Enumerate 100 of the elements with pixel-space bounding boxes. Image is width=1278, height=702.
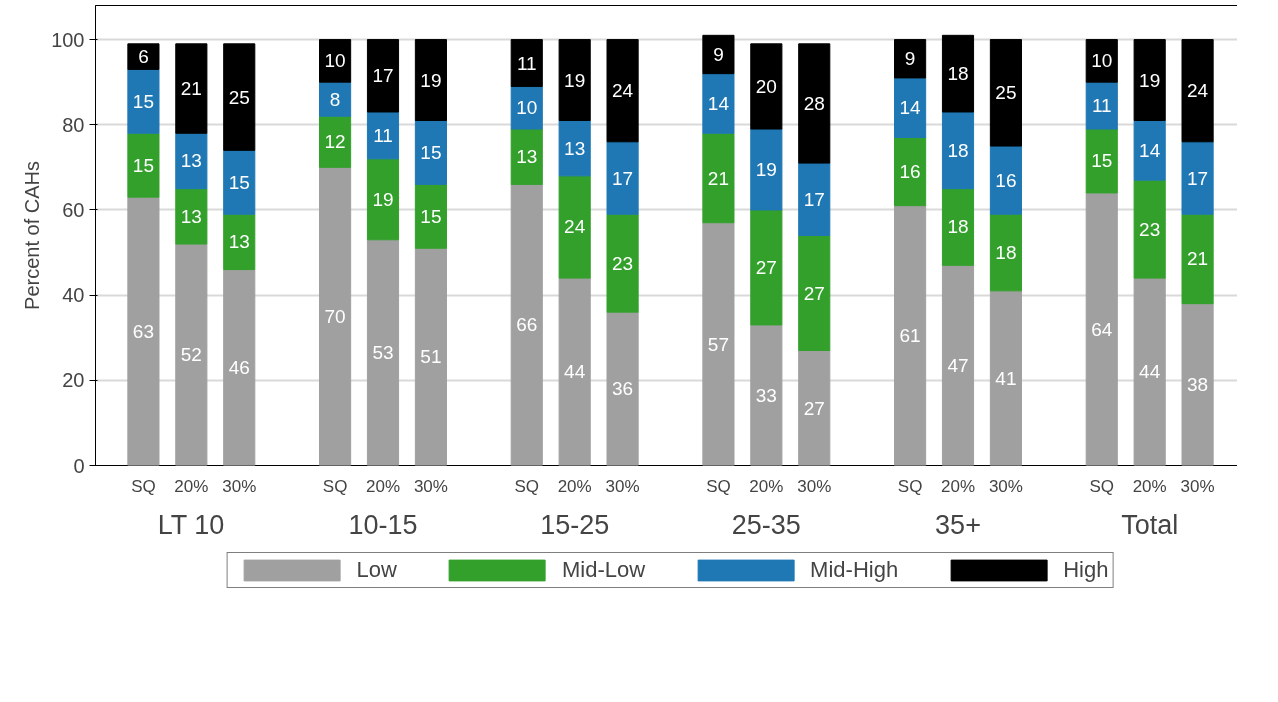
data-label: 10 xyxy=(324,50,346,72)
data-label: 25 xyxy=(995,82,1017,104)
legend-label: Low xyxy=(356,557,397,583)
x-tick-label: SQ xyxy=(897,476,923,496)
data-label: 36 xyxy=(612,378,634,400)
data-label: 70 xyxy=(324,305,346,327)
data-label: 19 xyxy=(564,69,586,91)
y-tick-label: 100 xyxy=(51,28,85,51)
legend-label: Mid-High xyxy=(810,557,899,583)
data-label: 9 xyxy=(713,43,724,65)
data-label: 15 xyxy=(1091,150,1113,172)
data-label: 14 xyxy=(707,92,730,114)
data-label: 63 xyxy=(132,320,154,342)
data-label: 24 xyxy=(612,80,634,102)
y-tick-label: 40 xyxy=(62,284,85,307)
data-label: 16 xyxy=(899,161,921,183)
x-tick-label: 20% xyxy=(557,476,592,496)
data-label: 27 xyxy=(803,282,825,304)
data-label: 13 xyxy=(228,231,250,253)
data-label: 41 xyxy=(995,367,1017,389)
x-tick-label: SQ xyxy=(322,476,348,496)
data-label: 19 xyxy=(372,188,394,210)
x-tick-label: SQ xyxy=(1089,476,1115,496)
data-label: 15 xyxy=(228,171,250,193)
data-label: 25 xyxy=(228,86,250,108)
data-label: 47 xyxy=(947,354,969,376)
data-label: 28 xyxy=(803,92,825,114)
x-tick-label: SQ xyxy=(131,476,156,496)
data-label: 17 xyxy=(1187,167,1209,189)
data-label: 9 xyxy=(904,48,916,70)
data-label: 14 xyxy=(899,97,922,119)
data-label: 18 xyxy=(947,139,969,161)
data-label: 15 xyxy=(420,141,442,163)
x-tick-label: 30% xyxy=(413,476,448,496)
y-axis-title: Percent of CAHs xyxy=(21,161,44,310)
y-tick-label: 60 xyxy=(62,198,85,221)
data-label: 15 xyxy=(132,90,154,112)
data-label: 51 xyxy=(420,346,442,368)
data-label: 10 xyxy=(516,97,538,119)
data-label: 15 xyxy=(420,205,442,227)
data-label: 14 xyxy=(1139,139,1161,161)
data-label: 6 xyxy=(138,46,149,68)
text: 10-15 xyxy=(348,509,418,540)
data-label: 21 xyxy=(180,78,202,100)
x-tick-label: 30% xyxy=(222,476,257,496)
data-label: 13 xyxy=(180,205,202,227)
data-label: 44 xyxy=(1139,361,1161,383)
data-label: 24 xyxy=(1187,80,1209,102)
text: 15-25 xyxy=(540,509,610,540)
x-tick-label: 30% xyxy=(1180,476,1215,496)
data-label: 11 xyxy=(373,124,393,146)
y-tick-label: 20 xyxy=(62,369,85,392)
data-label: 20 xyxy=(755,75,777,97)
data-label: 11 xyxy=(1091,95,1112,117)
text: 35+ xyxy=(935,509,981,540)
data-label: 13 xyxy=(180,150,202,172)
x-tick-label: SQ xyxy=(706,476,731,496)
data-label: 46 xyxy=(228,357,250,379)
data-label: 11 xyxy=(516,52,537,74)
x-tick-label: SQ xyxy=(514,476,540,496)
data-label: 19 xyxy=(420,69,442,91)
data-label: 23 xyxy=(612,252,634,274)
legend-label: High xyxy=(1063,557,1109,583)
data-label: 57 xyxy=(707,333,729,355)
data-label: 13 xyxy=(564,137,586,159)
data-label: 19 xyxy=(1139,69,1161,91)
data-label: 12 xyxy=(324,131,346,153)
data-label: 18 xyxy=(947,63,969,85)
data-label: 38 xyxy=(1187,374,1209,396)
data-label: 24 xyxy=(564,216,586,238)
x-tick-label: 20% xyxy=(749,476,784,496)
data-label: 64 xyxy=(1091,318,1113,340)
x-tick-label: 20% xyxy=(365,476,401,496)
x-tick-label: 30% xyxy=(605,476,640,496)
data-label: 33 xyxy=(755,384,777,406)
data-label: 19 xyxy=(755,158,777,180)
data-label: 18 xyxy=(995,242,1017,264)
data-label: 21 xyxy=(707,167,729,189)
data-label: 53 xyxy=(372,342,394,364)
data-label: 27 xyxy=(803,397,825,419)
x-tick-label: 20% xyxy=(174,476,209,496)
x-tick-label: 20% xyxy=(1132,476,1167,496)
legend-label: Mid-Low xyxy=(561,557,646,583)
x-tick-label: 30% xyxy=(988,476,1023,496)
data-label: 8 xyxy=(329,88,341,110)
data-label: 18 xyxy=(947,216,969,238)
x-tick-label: 30% xyxy=(797,476,832,496)
data-label: 66 xyxy=(516,314,538,336)
data-label: 17 xyxy=(612,167,634,189)
data-label: 27 xyxy=(755,256,777,278)
text: 25-35 xyxy=(731,509,801,540)
data-label: 13 xyxy=(516,146,538,168)
data-label: 17 xyxy=(803,188,825,210)
data-label: 10 xyxy=(1091,50,1113,72)
data-label: 16 xyxy=(995,169,1017,191)
y-tick-label: 80 xyxy=(62,113,85,136)
data-label: 52 xyxy=(180,344,202,366)
data-label: 61 xyxy=(899,325,921,347)
data-label: 15 xyxy=(132,154,154,176)
data-label: 23 xyxy=(1139,218,1161,240)
